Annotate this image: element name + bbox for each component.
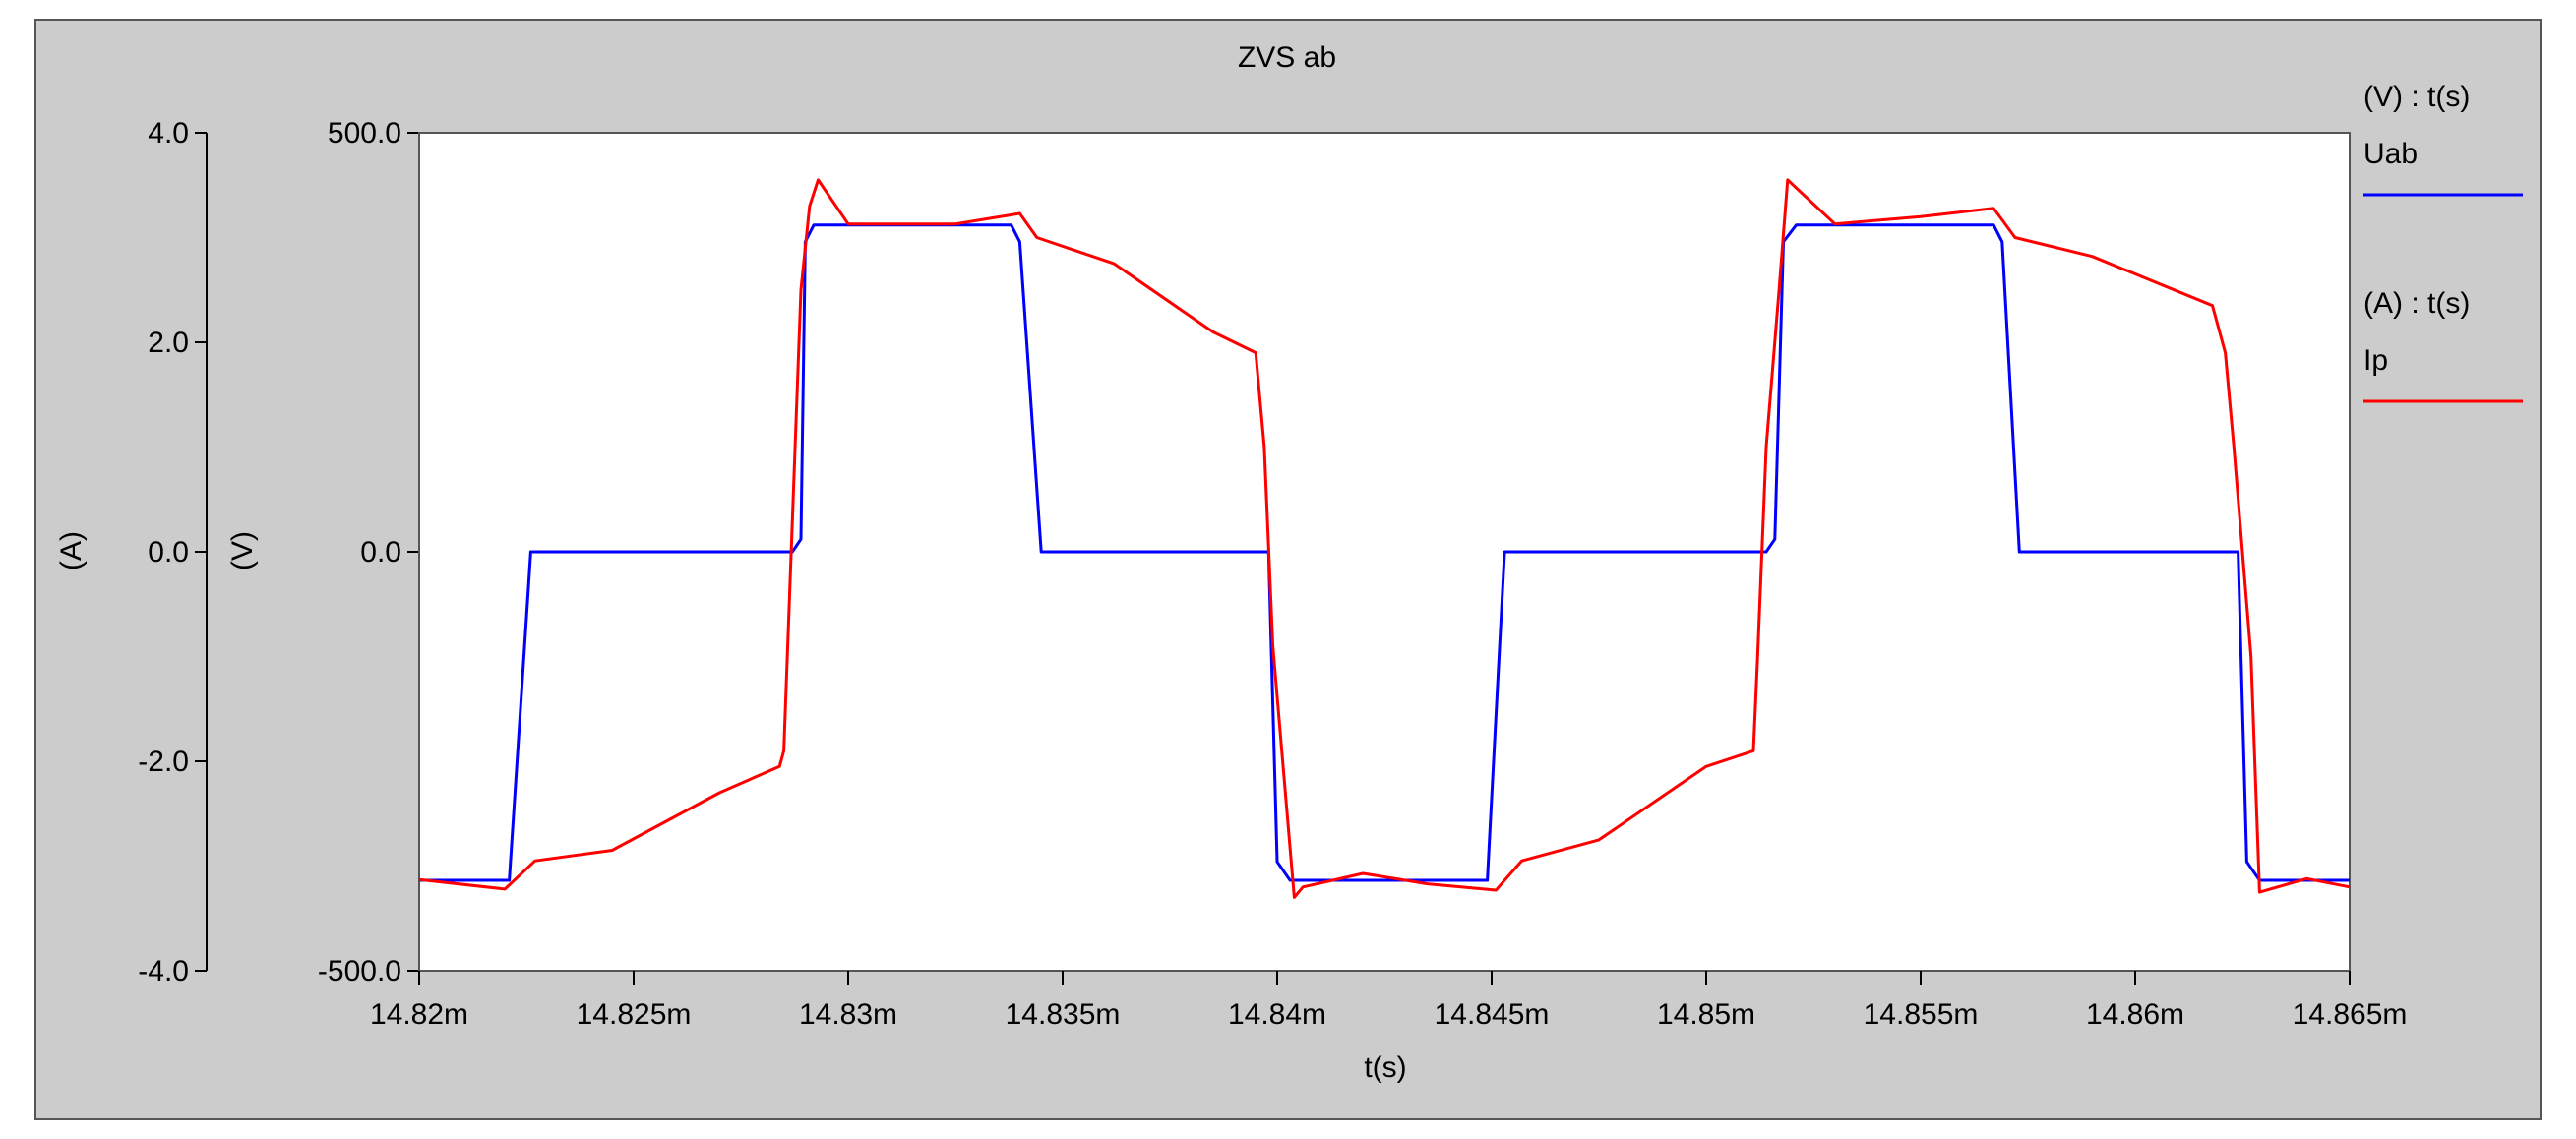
x-tick-label: 14.85m bbox=[1657, 998, 1755, 1031]
legend-header: (A) : t(s) bbox=[2363, 287, 2470, 320]
y-axis-voltage: 500.0 0.0 -500.0 bbox=[318, 117, 419, 988]
x-tick-label: 14.855m bbox=[1864, 998, 1979, 1031]
y-tick-label-current: 0.0 bbox=[148, 536, 189, 569]
legend-series-name: Uab bbox=[2363, 138, 2418, 170]
legend: (V) : t(s) Uab (A) : t(s) Ip bbox=[2363, 81, 2523, 403]
y-axis-current: 4.0 2.0 0.0 -2.0 -4.0 bbox=[138, 117, 208, 988]
legend-header: (V) : t(s) bbox=[2363, 81, 2470, 113]
y-tick-label-current: -2.0 bbox=[138, 746, 189, 778]
y-axis-label-current: (A) bbox=[55, 531, 88, 570]
y-tick-label-current: -4.0 bbox=[138, 955, 189, 988]
x-tick-label: 14.835m bbox=[1006, 998, 1121, 1031]
legend-series-name: Ip bbox=[2363, 344, 2388, 377]
y-tick-label-voltage: -500.0 bbox=[318, 955, 401, 988]
series-line-ip bbox=[418, 178, 2351, 899]
y-tick-label-voltage: 0.0 bbox=[360, 536, 401, 569]
y-tick-label-current: 2.0 bbox=[148, 327, 189, 359]
x-tick-label: 14.84m bbox=[1228, 998, 1326, 1031]
y-tick-label-current: 4.0 bbox=[148, 117, 189, 150]
x-tick-label: 14.865m bbox=[2293, 998, 2408, 1031]
y-axis-label-voltage: (V) bbox=[226, 531, 259, 570]
x-tick-label: 14.86m bbox=[2086, 998, 2184, 1031]
x-tick-label: 14.82m bbox=[370, 998, 468, 1031]
series-line-uab bbox=[419, 223, 2350, 882]
x-tick-label: 14.825m bbox=[577, 998, 692, 1031]
x-tick-label: 14.83m bbox=[799, 998, 897, 1031]
x-axis: 14.82m 14.825m 14.83m 14.835m 14.84m 14.845m 1… bbox=[370, 971, 2407, 1031]
x-tick-label: 14.845m bbox=[1435, 998, 1550, 1031]
y-tick-label-voltage: 500.0 bbox=[328, 117, 401, 150]
x-axis-label: t(s) bbox=[1364, 1051, 1406, 1084]
chart-title: ZVS ab bbox=[1238, 41, 1336, 74]
series-layer bbox=[418, 178, 2351, 899]
